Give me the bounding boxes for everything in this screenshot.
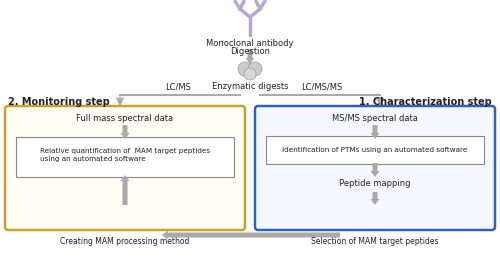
Text: Selection of MAM target peptides: Selection of MAM target peptides bbox=[311, 237, 439, 246]
Text: Full mass spectral data: Full mass spectral data bbox=[76, 114, 174, 123]
Circle shape bbox=[248, 62, 262, 76]
Polygon shape bbox=[120, 175, 130, 205]
FancyBboxPatch shape bbox=[5, 106, 245, 230]
Text: Enzymatic digests: Enzymatic digests bbox=[212, 82, 288, 91]
Text: Peptide mapping: Peptide mapping bbox=[339, 179, 411, 188]
Circle shape bbox=[238, 62, 252, 76]
Circle shape bbox=[244, 68, 256, 80]
Text: Identification of PTMs using an automated software: Identification of PTMs using an automate… bbox=[282, 147, 468, 153]
Text: Monoclonal antibody: Monoclonal antibody bbox=[206, 39, 294, 48]
FancyBboxPatch shape bbox=[266, 136, 484, 164]
Polygon shape bbox=[120, 125, 130, 139]
Polygon shape bbox=[246, 49, 254, 64]
FancyBboxPatch shape bbox=[16, 137, 234, 177]
Text: Relative quantification of  MAM target peptides
using an automated software: Relative quantification of MAM target pe… bbox=[40, 149, 210, 161]
Polygon shape bbox=[370, 125, 380, 139]
Text: MS/MS spectral data: MS/MS spectral data bbox=[332, 114, 418, 123]
Polygon shape bbox=[162, 231, 340, 240]
Text: LC/MS: LC/MS bbox=[165, 83, 191, 92]
Text: Digestion: Digestion bbox=[230, 47, 270, 56]
FancyBboxPatch shape bbox=[255, 106, 495, 230]
Polygon shape bbox=[370, 163, 380, 177]
Text: 1. Characterization step: 1. Characterization step bbox=[359, 97, 492, 107]
Text: 2. Monitoring step: 2. Monitoring step bbox=[8, 97, 110, 107]
Text: Creating MAM processing method: Creating MAM processing method bbox=[60, 237, 190, 246]
Text: LC/MS/MS: LC/MS/MS bbox=[302, 83, 343, 92]
Polygon shape bbox=[370, 192, 380, 205]
